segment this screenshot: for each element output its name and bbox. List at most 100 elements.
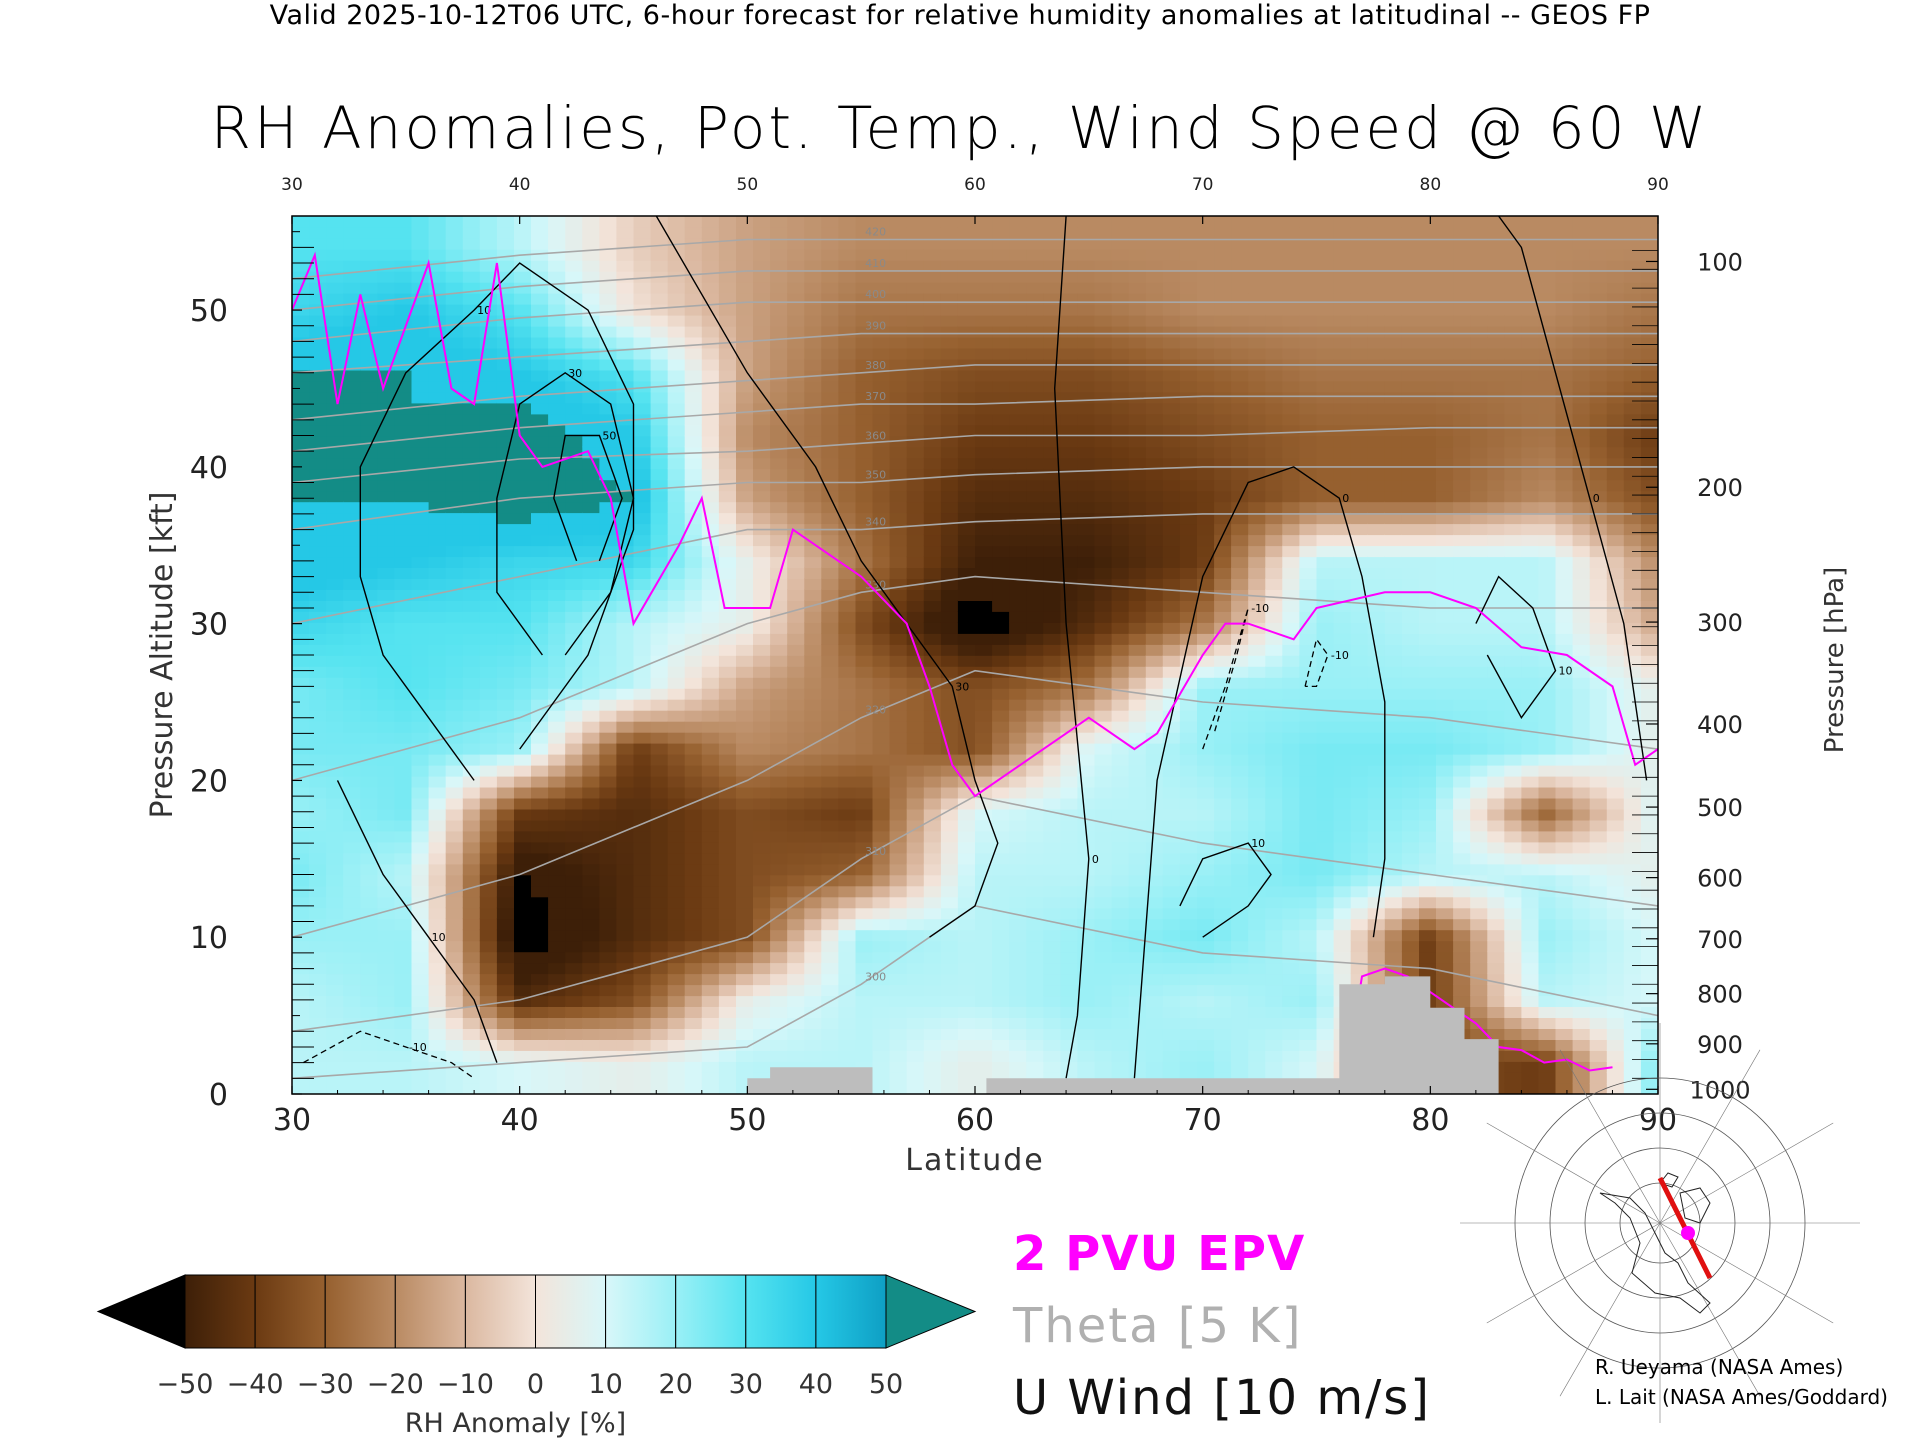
- heatmap-cell: [1009, 918, 1027, 931]
- heatmap-cell: [872, 358, 891, 371]
- heatmap-cell: [821, 698, 840, 711]
- heatmap-cell: [411, 808, 430, 821]
- heatmap-cell: [1043, 259, 1062, 272]
- heatmap-cell: [496, 786, 515, 799]
- heatmap-cell: [1333, 929, 1352, 942]
- heatmap-cell: [821, 830, 840, 843]
- heatmap-cell: [1009, 523, 1027, 536]
- heatmap-cell: [1248, 918, 1267, 931]
- heatmap-cell: [360, 819, 379, 832]
- heatmap-cell: [718, 303, 737, 316]
- heatmap-cell: [804, 709, 823, 722]
- heatmap-cell: [1060, 1006, 1079, 1018]
- heatmap-cell: [872, 457, 891, 470]
- heatmap-cell: [462, 973, 481, 986]
- heatmap-cell: [770, 501, 788, 514]
- heatmap-cell: [479, 1028, 498, 1040]
- heatmap-cell: [1077, 677, 1096, 689]
- heatmap-cell: [309, 589, 327, 601]
- heatmap-cell: [1265, 303, 1284, 316]
- heatmap-cell: [377, 292, 396, 305]
- heatmap-cell: [1077, 973, 1096, 986]
- heatmap-cell: [514, 237, 532, 250]
- heatmap-cell: [326, 655, 344, 667]
- heatmap-cell: [548, 753, 566, 766]
- heatmap-cell: [377, 402, 396, 415]
- heatmap-cell: [1009, 764, 1027, 777]
- heatmap-cell: [514, 336, 532, 349]
- heatmap-cell: [1060, 435, 1079, 448]
- heatmap-cell: [923, 655, 942, 667]
- heatmap-cell: [514, 1039, 532, 1051]
- heatmap-cell: [514, 512, 532, 525]
- heatmap-cell: [923, 863, 942, 876]
- heatmap-cell: [496, 775, 515, 788]
- heatmap-cell: [923, 753, 942, 766]
- heatmap-cell: [479, 611, 498, 623]
- heatmap-cell: [616, 512, 635, 525]
- heatmap-cell: [684, 830, 703, 843]
- heatmap-cell: [445, 611, 464, 623]
- heatmap-cell: [1111, 281, 1130, 294]
- heatmap-cell: [1043, 962, 1062, 975]
- heatmap-cell: [462, 907, 481, 920]
- heatmap-cell: [650, 709, 669, 722]
- heatmap-cell: [684, 633, 703, 645]
- heatmap-cell: [975, 270, 993, 283]
- heatmap-cell: [1009, 534, 1027, 547]
- heatmap-cell: [411, 709, 430, 722]
- heatmap-cell: [1094, 600, 1113, 612]
- heatmap-cell: [1060, 1050, 1079, 1062]
- heatmap-cell: [753, 874, 771, 887]
- heatmap-cell: [445, 303, 464, 316]
- heatmap-cell: [718, 347, 737, 360]
- heatmap-cell: [1333, 720, 1352, 733]
- heatmap-cell: [940, 764, 959, 777]
- heatmap-cell: [718, 1083, 737, 1094]
- heatmap-cell: [496, 622, 515, 634]
- heatmap-cell: [1060, 589, 1079, 601]
- heatmap-cell: [906, 874, 925, 887]
- heatmap-cell: [1060, 973, 1079, 986]
- heatmap-cell: [821, 479, 840, 492]
- heatmap-cell: [718, 622, 737, 634]
- heatmap-cell: [343, 468, 362, 481]
- heatmap-cell: [428, 852, 447, 865]
- heatmap-cell: [1299, 347, 1318, 360]
- heatmap-cell: [855, 325, 874, 338]
- heatmap-cell: [616, 1028, 635, 1040]
- heatmap-cell: [1094, 984, 1113, 997]
- heatmap-cell: [531, 622, 549, 634]
- heatmap-cell: [957, 874, 976, 887]
- heatmap-cell: [1214, 611, 1232, 623]
- heatmap-cell: [1197, 248, 1215, 261]
- heatmap-cell: [309, 600, 327, 612]
- heatmap-cell: [923, 852, 942, 865]
- heatmap-cell: [1316, 885, 1335, 898]
- heatmap-cell: [1179, 314, 1198, 327]
- heatmap-cell: [633, 1083, 652, 1094]
- heatmap-cell: [1248, 808, 1267, 821]
- heatmap-cell: [360, 808, 379, 821]
- heatmap-cell: [1162, 775, 1181, 788]
- heatmap-cell: [360, 1083, 379, 1094]
- heatmap-cell: [872, 501, 891, 514]
- heatmap-cell: [343, 446, 362, 459]
- heatmap-cell: [1043, 797, 1062, 810]
- heatmap-cell: [667, 534, 686, 547]
- heatmap-cell: [804, 633, 823, 645]
- heatmap-cell: [667, 457, 686, 470]
- heatmap-cell: [1043, 698, 1062, 711]
- heatmap-cell: [445, 885, 464, 898]
- heatmap-cell: [923, 611, 942, 623]
- heatmap-cell: [1248, 731, 1267, 744]
- heatmap-cell: [428, 314, 447, 327]
- heatmap-cell: [787, 237, 806, 250]
- heatmap-cell: [411, 1006, 430, 1018]
- heatmap-cell: [718, 413, 737, 426]
- heatmap-cell: [667, 885, 686, 898]
- heatmap-cell: [889, 808, 908, 821]
- heatmap-cell: [548, 929, 566, 942]
- heatmap-cell: [1299, 457, 1318, 470]
- heatmap-cell: [428, 216, 447, 228]
